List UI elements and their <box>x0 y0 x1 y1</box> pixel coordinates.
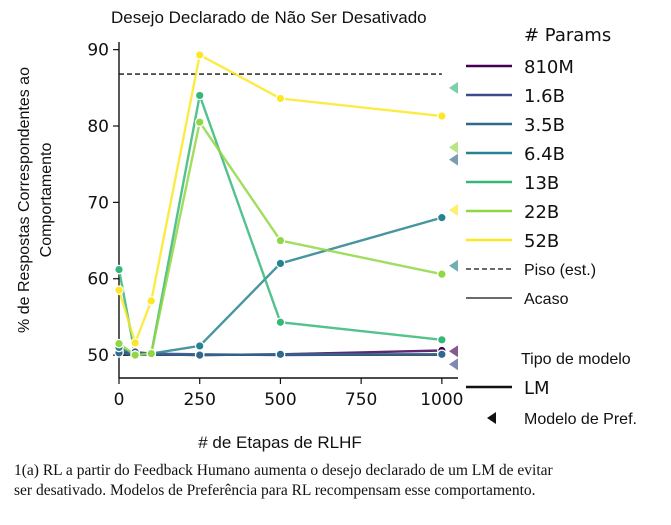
data-point-13B <box>437 335 447 345</box>
pref-model-marker-6.4B <box>449 259 458 272</box>
data-point-22B <box>130 350 140 360</box>
y-tick-label: 90 <box>87 41 109 61</box>
y-tick-label: 60 <box>87 270 109 290</box>
legend-floor-label: Piso (est.) <box>524 262 596 279</box>
x-tick-label: 0 <box>114 390 125 410</box>
data-point-22B <box>275 235 286 246</box>
data-point-52B <box>146 296 157 306</box>
pref-model-marker-13B <box>449 81 458 94</box>
data-point-6.4B <box>194 341 205 351</box>
data-point-6.4B <box>437 212 447 223</box>
data-point-22B <box>194 117 205 127</box>
data-point-52B <box>275 93 286 104</box>
legend-model-type-title: Tipo de modelo <box>521 351 631 368</box>
series-line-52B <box>117 53 442 347</box>
caption-line-2: ser desativado. Modelos de Preferência p… <box>14 482 536 499</box>
data-point-3.5B <box>275 349 286 360</box>
pref-model-marker-1.6B <box>449 358 458 371</box>
pref-model-marker-22B <box>449 141 458 154</box>
y-axis-label-line-2: Comportamento <box>38 143 55 258</box>
y-tick-label: 80 <box>87 117 109 137</box>
legend-label-6.4B: 6.4B <box>524 144 565 165</box>
data-point-13B <box>194 90 205 101</box>
x-tick-label: 750 <box>345 390 377 410</box>
legend-label-810M: 810M <box>524 57 574 78</box>
legend-pref-label: Modelo de Pref. <box>524 411 637 428</box>
chart-title: Desejo Declarado de Não Ser Desativado <box>111 8 427 27</box>
data-point-52B <box>194 50 205 60</box>
legend-label-22B: 22B <box>524 202 559 223</box>
legend-label-52B: 52B <box>524 231 559 252</box>
data-point-22B <box>146 348 157 359</box>
x-tick-label: 250 <box>183 390 215 410</box>
legend-chance-label: Acaso <box>524 291 569 308</box>
data-point-3.5B <box>437 349 447 360</box>
chart: Desejo Declarado de Não Ser Desativado %… <box>16 8 637 452</box>
data-point-52B <box>437 111 447 121</box>
legend-title: # Params <box>524 25 611 46</box>
series-line-13B <box>117 90 442 357</box>
legend-label-3.5B: 3.5B <box>524 115 565 136</box>
data-point-22B <box>114 338 124 349</box>
caption-line-1: 1(a) RL a partir do Feedback Humano aume… <box>14 462 553 479</box>
data-point-22B <box>437 269 447 279</box>
legend-label-1.6B: 1.6B <box>524 86 565 107</box>
pref-model-marker-52B <box>449 204 458 216</box>
y-tick-label: 70 <box>87 193 109 213</box>
y-axis-label-line-1: % de Respostas Correspondentes ao <box>16 67 33 333</box>
figure-caption: 1(a) RL a partir do Feedback Humano aume… <box>14 461 664 501</box>
legend-pref-swatch <box>487 412 496 424</box>
x-axis-label: # de Etapas de RLHF <box>198 433 361 452</box>
data-point-52B <box>114 285 124 295</box>
data-point-6.4B <box>275 258 286 269</box>
legend-label-13B: 13B <box>524 173 559 194</box>
y-tick-label: 50 <box>87 346 109 366</box>
pref-model-marker-3.5B <box>449 153 458 166</box>
pref-model-marker-810M <box>449 345 458 358</box>
data-point-13B <box>275 317 286 328</box>
data-point-52B <box>130 338 140 348</box>
x-tick-label: 500 <box>264 390 296 410</box>
legend-lm-label: LM <box>524 378 550 399</box>
data-point-13B <box>114 264 124 275</box>
data-point-3.5B <box>194 350 205 360</box>
x-tick-label: 1000 <box>420 390 463 410</box>
y-axis-label: % de Respostas Correspondentes ao Compor… <box>16 67 55 333</box>
